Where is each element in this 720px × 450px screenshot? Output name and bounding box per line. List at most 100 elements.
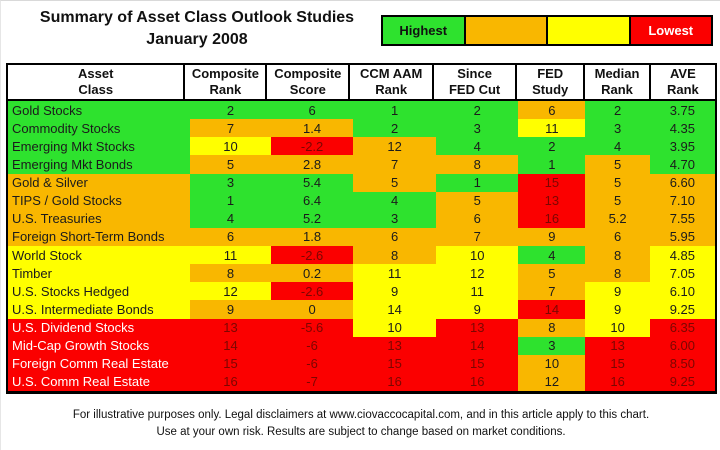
value-cell: 6.00 (649, 336, 715, 355)
asset-label-cell: Mid-Cap Growth Stocks (8, 336, 190, 355)
value-cell: 1.4 (271, 119, 354, 138)
value-cell: 11 (518, 119, 586, 138)
value-cell: 15 (436, 354, 519, 373)
value-cell: 5 (585, 191, 650, 210)
value-cell: -2.6 (271, 246, 354, 265)
asset-label-cell: U.S. Dividend Stocks (8, 318, 190, 337)
value-cell: 8.50 (649, 354, 715, 373)
value-cell: 9 (353, 282, 437, 301)
value-cell: 5 (518, 264, 586, 283)
value-cell: 5 (585, 155, 650, 174)
value-cell: 1 (518, 155, 586, 174)
legend-cell-orange (463, 17, 546, 44)
outlook-table: Asset Class Composite Rank Composite Score… (6, 63, 717, 394)
value-cell: 12 (353, 137, 437, 156)
value-cell: 14 (353, 300, 437, 319)
value-cell: 15 (353, 354, 437, 373)
chart-title-line1: Summary of Asset Class Outlook Studies (39, 9, 355, 26)
value-cell: 3 (585, 119, 650, 138)
asset-label-cell: Emerging Mkt Bonds (8, 155, 190, 174)
value-cell: 9.25 (649, 372, 715, 391)
value-cell: 0.2 (271, 264, 354, 283)
table-row: Timber 8 0.2 11 12 5 8 7.05 (8, 264, 715, 283)
table-row: U.S. Intermediate Bonds 9 0 14 9 14 9 9.25 (8, 300, 715, 319)
table-header-row: Asset Class Composite Rank Composite Score… (6, 63, 717, 101)
asset-label-cell: Timber (8, 264, 190, 283)
value-cell: 7.05 (649, 264, 715, 283)
asset-label-cell: Foreign Short-Term Bonds (8, 227, 190, 246)
value-cell: 6 (353, 227, 437, 246)
value-cell: 8 (189, 264, 272, 283)
header-cell: Composite Score (265, 65, 348, 99)
table-body: Gold Stocks 2 6 1 2 6 2 3.75 Commodity Stocks 7 1.… (6, 101, 717, 394)
asset-label-cell: Commodity Stocks (8, 119, 190, 138)
asset-label-cell: U.S. Comm Real Estate (8, 372, 190, 391)
table-row: Emerging Mkt Bonds 5 2.8 7 8 1 5 4.70 (8, 155, 715, 174)
value-cell: 5.2 (271, 209, 354, 228)
value-cell: 7.10 (649, 191, 715, 210)
value-cell: 0 (271, 300, 354, 319)
value-cell: 1 (436, 173, 519, 192)
value-cell: 4 (189, 209, 272, 228)
chart-title: Summary of Asset Class Outlook Studies J… (13, 7, 381, 51)
value-cell: 8 (353, 246, 437, 265)
value-cell: 9 (585, 300, 650, 319)
value-cell: 1.8 (271, 227, 354, 246)
color-legend: Highest Lowest (381, 15, 713, 46)
value-cell: 6 (436, 209, 519, 228)
asset-label-cell: U.S. Treasuries (8, 209, 190, 228)
value-cell: 5 (436, 191, 519, 210)
value-cell: 8 (585, 264, 650, 283)
value-cell: 16 (436, 372, 519, 391)
value-cell: 1 (353, 101, 437, 120)
value-cell: 14 (189, 336, 272, 355)
value-cell: 13 (436, 318, 519, 337)
table-row: U.S. Stocks Hedged 12 -2.6 9 11 7 9 6.10 (8, 282, 715, 301)
value-cell: 4.35 (649, 119, 715, 138)
table-row: World Stock 11 -2.6 8 10 4 8 4.85 (8, 246, 715, 265)
value-cell: 4.85 (649, 246, 715, 265)
value-cell: 11 (189, 246, 272, 265)
value-cell: 10 (436, 246, 519, 265)
header-cell: AVE Rank (648, 65, 715, 99)
header-cell: FED Study (515, 65, 583, 99)
value-cell: 2 (585, 101, 650, 120)
value-cell: 4.70 (649, 155, 715, 174)
value-cell: 5 (585, 173, 650, 192)
value-cell: 5.95 (649, 227, 715, 246)
value-cell: 2 (189, 101, 272, 120)
value-cell: -6 (271, 354, 354, 373)
value-cell: 9 (189, 300, 272, 319)
value-cell: 13 (353, 336, 437, 355)
disclaimer-line1: For illustrative purposes only. Legal di… (72, 409, 650, 421)
asset-label-cell: Emerging Mkt Stocks (8, 137, 190, 156)
value-cell: 7 (353, 155, 437, 174)
value-cell: -7 (271, 372, 354, 391)
value-cell: -2.2 (271, 137, 354, 156)
value-cell: 10 (353, 318, 437, 337)
value-cell: 11 (436, 282, 519, 301)
value-cell: 9 (585, 282, 650, 301)
value-cell: 15 (189, 354, 272, 373)
value-cell: 4 (585, 137, 650, 156)
table-row: Gold & Silver 3 5.4 5 1 15 5 6.60 (8, 173, 715, 192)
table-row: Foreign Comm Real Estate 15 -6 15 15 10 15 8.50 (8, 354, 715, 373)
table-row: Commodity Stocks 7 1.4 2 3 11 3 4.35 (8, 119, 715, 138)
value-cell: 2 (518, 137, 586, 156)
value-cell: 4 (353, 191, 437, 210)
table-row: U.S. Treasuries 4 5.2 3 6 16 5.2 7.55 (8, 209, 715, 228)
value-cell: 14 (436, 336, 519, 355)
value-cell: 3 (518, 336, 586, 355)
value-cell: 12 (189, 282, 272, 301)
value-cell: 3 (436, 119, 519, 138)
value-cell: 6.35 (649, 318, 715, 337)
value-cell: 3.75 (649, 101, 715, 120)
value-cell: 6.60 (649, 173, 715, 192)
value-cell: 7.55 (649, 209, 715, 228)
table-row: TIPS / Gold Stocks 1 6.4 4 5 13 5 7.10 (8, 191, 715, 210)
value-cell: -5.6 (271, 318, 354, 337)
disclaimer-line2: Use at your own risk. Results are subjec… (156, 426, 566, 438)
value-cell: 7 (436, 227, 519, 246)
asset-label-cell: U.S. Stocks Hedged (8, 282, 190, 301)
